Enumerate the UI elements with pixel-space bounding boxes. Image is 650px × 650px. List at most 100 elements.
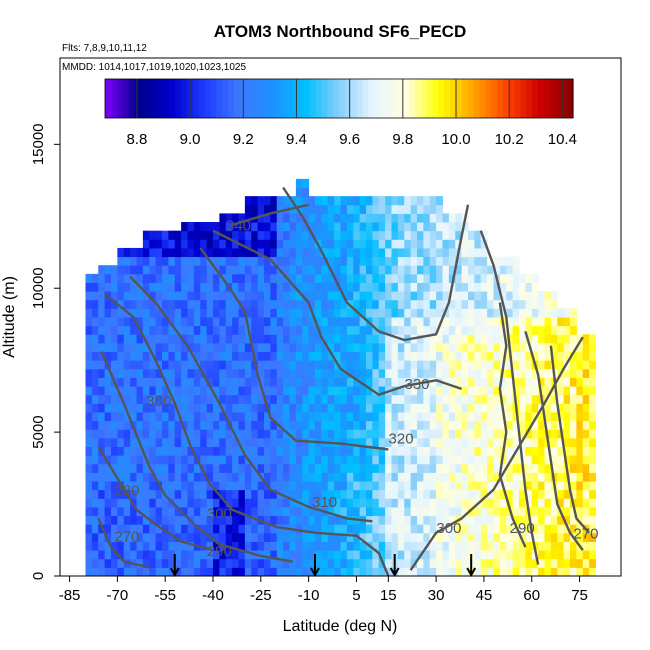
heatmap-cell	[391, 463, 399, 473]
heatmap-cell	[423, 247, 431, 258]
heatmap-cell	[353, 204, 361, 214]
heatmap-cell	[238, 334, 246, 344]
heatmap-cell	[563, 386, 571, 396]
heatmap-cell	[397, 489, 405, 499]
heatmap-cell	[359, 420, 367, 430]
heatmap-cell	[589, 334, 596, 344]
heatmap-cell	[525, 411, 533, 422]
heatmap-cell	[544, 325, 552, 335]
heatmap-cell	[372, 489, 380, 499]
heatmap-cell	[346, 420, 354, 430]
heatmap-cell	[538, 429, 545, 439]
heatmap-cell	[544, 351, 552, 361]
heatmap-cell	[136, 498, 144, 508]
heatmap-cell	[544, 489, 552, 499]
heatmap-cell	[149, 455, 157, 465]
heatmap-cell	[270, 472, 278, 482]
colorbar-segment	[233, 79, 241, 118]
heatmap-cell	[85, 463, 93, 473]
heatmap-cell	[187, 541, 195, 551]
heatmap-cell	[404, 196, 412, 206]
heatmap-cell	[519, 342, 526, 353]
heatmap-cell	[570, 308, 577, 318]
heatmap-cell	[550, 317, 558, 327]
heatmap-cell	[251, 325, 259, 335]
heatmap-cell	[308, 489, 316, 499]
heatmap-cell	[104, 317, 112, 327]
heatmap-cell	[442, 420, 450, 430]
heatmap-cell	[232, 481, 239, 491]
heatmap-cell	[346, 325, 354, 335]
heatmap-cell	[531, 524, 539, 534]
heatmap-cell	[544, 360, 552, 370]
heatmap-cell	[104, 455, 112, 465]
heatmap-cell	[544, 403, 552, 413]
heatmap-cell	[346, 489, 354, 499]
heatmap-cell	[162, 282, 169, 292]
contour-label: 330	[404, 376, 429, 393]
heatmap-cell	[493, 550, 501, 560]
heatmap-cell	[506, 273, 514, 283]
heatmap-cell	[123, 532, 131, 542]
heatmap-cell	[257, 411, 265, 422]
heatmap-cell	[391, 256, 399, 266]
heatmap-cell	[98, 550, 106, 560]
heatmap-cell	[480, 299, 488, 309]
heatmap-cell	[346, 204, 354, 214]
heatmap-cell	[474, 429, 482, 439]
colorbar-segment	[128, 79, 135, 118]
heatmap-cell	[162, 308, 169, 318]
heatmap-cell	[308, 291, 316, 301]
heatmap-cell	[334, 342, 341, 353]
heatmap-cell	[200, 299, 208, 309]
heatmap-cell	[372, 429, 380, 439]
colorbar-segment	[537, 79, 545, 118]
heatmap-cell	[187, 273, 195, 283]
heatmap-cell	[525, 420, 533, 430]
heatmap-cell	[468, 265, 475, 275]
heatmap-cell	[576, 420, 584, 430]
heatmap-cell	[538, 567, 545, 577]
heatmap-cell	[174, 437, 182, 447]
heatmap-cell	[359, 222, 367, 232]
colorbar-segment	[485, 79, 492, 118]
heatmap-cell	[506, 420, 514, 430]
heatmap-cell	[219, 222, 227, 232]
heatmap-cell	[391, 213, 399, 223]
heatmap-cell	[531, 403, 539, 413]
flight-markers	[169, 554, 477, 578]
heatmap-cell	[91, 515, 99, 525]
heatmap-cell	[544, 291, 552, 301]
heatmap-cell	[289, 481, 297, 491]
heatmap-cell	[302, 386, 310, 396]
heatmap-cell	[123, 273, 131, 283]
heatmap-cell	[283, 567, 290, 577]
heatmap-cell	[493, 411, 501, 422]
heatmap-cell	[276, 550, 284, 560]
heatmap-cell	[582, 334, 590, 344]
heatmap-cell	[283, 498, 290, 508]
heatmap-cell	[174, 325, 182, 335]
heatmap-cell	[238, 222, 246, 232]
heatmap-cell	[474, 532, 482, 542]
heatmap-cell	[321, 377, 329, 387]
heatmap-cell	[397, 377, 405, 387]
heatmap-cell	[404, 386, 412, 396]
heatmap-cell	[270, 532, 278, 542]
heatmap-cell	[225, 386, 233, 396]
heatmap-cell	[410, 213, 418, 223]
heatmap-cell	[238, 437, 246, 447]
heatmap-cell	[142, 515, 150, 525]
heatmap-cell	[276, 204, 284, 214]
heatmap-cell	[257, 481, 265, 491]
heatmap-cell	[187, 420, 195, 430]
heatmap-cell	[155, 282, 163, 292]
heatmap-cell	[385, 550, 392, 560]
heatmap-cell	[213, 222, 220, 232]
heatmap-cell	[346, 429, 354, 439]
heatmap-cell	[232, 360, 239, 370]
heatmap-cell	[257, 558, 265, 568]
colorbar-tick-label: 9.4	[286, 131, 307, 148]
heatmap-cell	[378, 506, 386, 517]
heatmap-cell	[117, 334, 125, 344]
